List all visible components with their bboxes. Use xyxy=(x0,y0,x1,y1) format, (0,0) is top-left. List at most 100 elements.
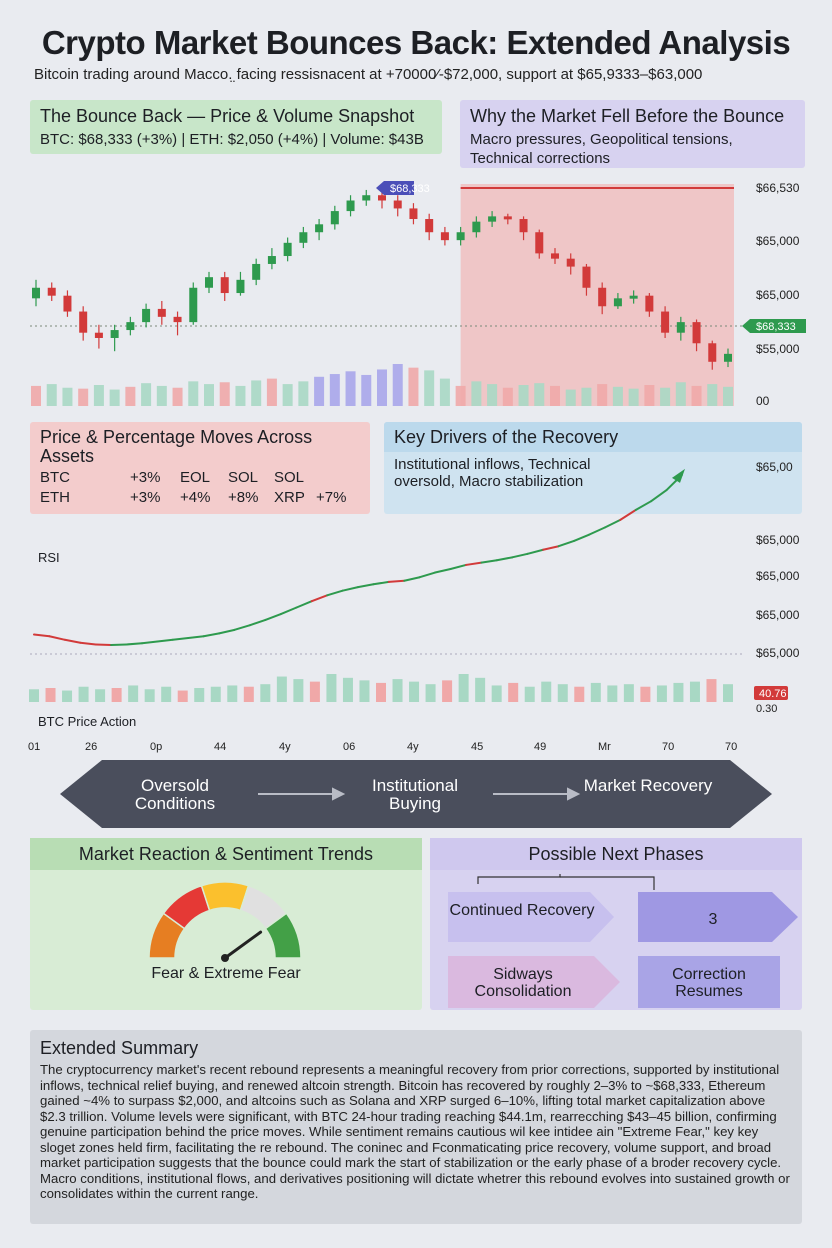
candle-body xyxy=(189,287,198,323)
volume-bar xyxy=(345,371,356,406)
moves-cell: ETH xyxy=(40,489,70,506)
rsi-line-segment xyxy=(79,641,97,646)
end-value-sub-text: 0.30 xyxy=(756,703,777,715)
volume-bar xyxy=(689,681,700,702)
reaction-heading: Market Reaction & Sentiment Trends xyxy=(30,838,422,870)
rsi-line-segment xyxy=(511,552,529,559)
volume-bar xyxy=(329,374,340,406)
drivers-body: Institutional inflows, Technical oversol… xyxy=(394,456,591,490)
volume-bar xyxy=(293,679,304,702)
volume-bar xyxy=(111,688,122,702)
y-tick-label: $65,000 xyxy=(756,533,800,547)
rsi-line-segment xyxy=(171,637,190,641)
phase-sideways-consolidation: Sidways Consolidation xyxy=(474,966,572,1000)
rsi-line-segment xyxy=(650,489,668,503)
rsi-line-segment xyxy=(63,638,82,644)
candle-body xyxy=(708,343,717,362)
x-tick-label: 01 xyxy=(28,741,41,753)
volume-bar xyxy=(141,383,152,406)
volume-bar xyxy=(62,387,73,406)
gauge-segment xyxy=(264,912,302,959)
y-tick-label: 00 xyxy=(756,394,770,408)
rsi-line-segment xyxy=(264,613,282,621)
candle-body xyxy=(94,332,103,338)
volume-bar xyxy=(508,682,519,702)
phase-continued-recovery: Continued Recovery xyxy=(449,902,595,919)
candle-body xyxy=(110,330,119,338)
volume-bar xyxy=(93,385,104,406)
volume-bar xyxy=(282,384,293,406)
volume-bar xyxy=(314,376,325,406)
peak-price-tag: $68,333 xyxy=(376,181,430,195)
moves-cell: SOL xyxy=(228,469,259,486)
volume-bar xyxy=(628,388,639,406)
candle-body xyxy=(126,322,135,331)
volume-bar xyxy=(581,387,592,406)
volume-bar xyxy=(251,380,262,406)
x-tick-label: 44 xyxy=(214,741,227,753)
flow-band xyxy=(60,760,772,828)
x-tick-label: 70 xyxy=(725,741,738,753)
volume-bar xyxy=(409,681,420,702)
candle-body xyxy=(142,308,151,323)
rsi-line-segment xyxy=(279,606,298,616)
y-tick-label: $65,000 xyxy=(756,234,800,248)
volume-bar xyxy=(235,385,246,406)
volume-bar xyxy=(471,381,482,406)
reaction-panel: Market Reaction & Sentiment Trends Fear … xyxy=(30,838,422,1010)
y-tick-label: $66,530 xyxy=(756,181,800,195)
rsi-line-segment xyxy=(125,642,143,646)
volume-bar xyxy=(491,685,502,702)
candle-body xyxy=(456,232,465,241)
trend-arrow-head xyxy=(672,468,685,483)
candle-body xyxy=(551,253,559,259)
peak-price-tag-text: $68,333 xyxy=(390,183,430,195)
rsi-line-segment xyxy=(573,533,591,542)
drivers-heading: Key Drivers of the Recovery xyxy=(384,422,802,452)
volume-bar xyxy=(128,685,139,702)
volume-bar xyxy=(210,686,221,702)
candle-body xyxy=(598,287,607,307)
summary-panel: Extended Summary The cryptocurrency mark… xyxy=(30,1030,802,1224)
peak-price-tag-bg xyxy=(376,181,414,195)
candle-body xyxy=(503,216,512,220)
volume-bar xyxy=(550,385,560,406)
moves-cell: BTC xyxy=(40,469,70,486)
volume-bar xyxy=(78,686,89,702)
moves-cell: +7% xyxy=(316,489,347,506)
volume-bar xyxy=(376,682,386,702)
volume-bar xyxy=(95,689,106,702)
volume-bar xyxy=(644,385,655,406)
next-phases-panel: Possible Next Phases Continued Recovery … xyxy=(430,838,802,1010)
phase-shapes xyxy=(448,874,798,1008)
gauge-pivot xyxy=(221,954,229,962)
volume-bar xyxy=(673,682,684,702)
flow-step-institutional: Institutional Buying xyxy=(372,776,458,813)
volume-bar xyxy=(518,385,529,406)
volume-bar xyxy=(309,681,320,702)
snapshot-heading: The Bounce Back — Price & Volume Snapsho… xyxy=(40,106,415,126)
candle-body xyxy=(472,221,481,233)
rsi-line-segment xyxy=(449,563,467,571)
rsi-line-segment xyxy=(418,571,437,579)
volume-bar xyxy=(109,389,120,406)
flow-connector-arrow xyxy=(493,787,581,801)
candle-body xyxy=(566,258,575,267)
volume-bar xyxy=(326,674,337,702)
candle-body xyxy=(724,353,732,362)
candle-body xyxy=(63,295,72,312)
rsi-line-segment xyxy=(341,586,359,592)
x-tick-label: 45 xyxy=(471,741,484,753)
current-price-tag-text: $68,333 xyxy=(756,321,796,333)
rsi-line-segment xyxy=(387,579,406,583)
volume-bar xyxy=(557,684,568,702)
volume-bar xyxy=(78,388,89,406)
volume-bar xyxy=(487,384,498,406)
candle-body xyxy=(283,242,292,257)
volume-bar xyxy=(707,384,718,406)
snapshot-stats: BTC: $68,333 (+3%) | ETH: $2,050 (+4%) |… xyxy=(40,131,424,148)
candle-body xyxy=(330,211,339,225)
volume-bar xyxy=(675,382,686,406)
candle-body xyxy=(661,311,670,333)
phase-correction-resumes: Correction Resumes xyxy=(672,966,746,1000)
